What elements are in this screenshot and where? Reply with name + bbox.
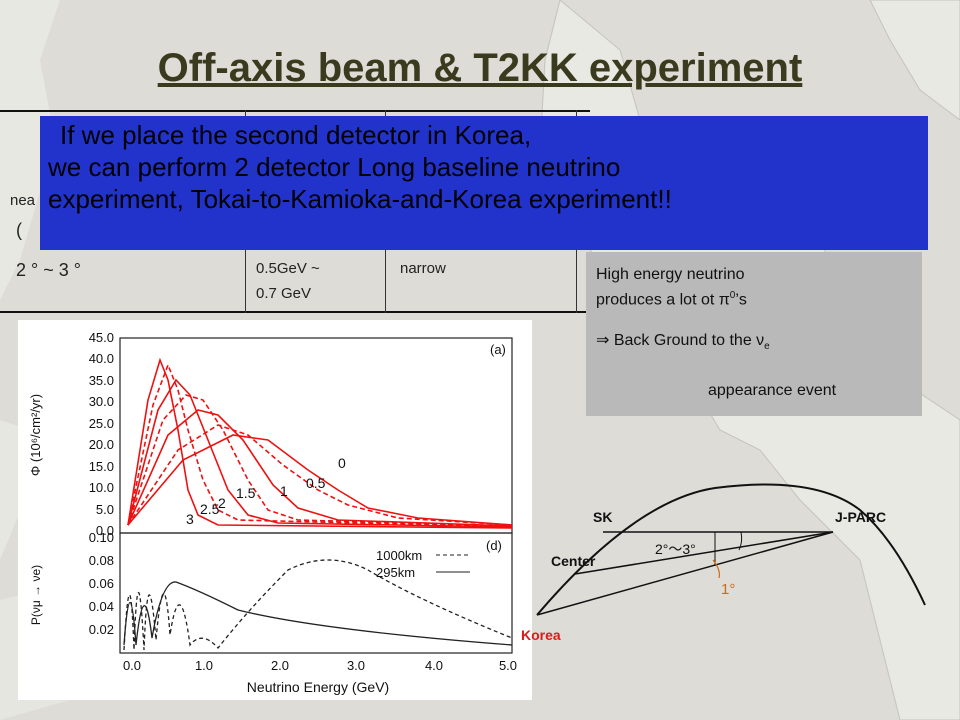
prob-panel-frame <box>119 532 513 654</box>
svg-text:295km: 295km <box>376 565 415 580</box>
label-angle-1: 1° <box>721 581 735 598</box>
earth-curve <box>536 483 926 616</box>
y-tick: 40.0 <box>89 351 114 366</box>
y-tick: 30.0 <box>89 394 114 409</box>
x-tick: 3.0 <box>347 658 365 673</box>
y-tick: 10.0 <box>89 480 114 495</box>
panel-label-d: (d) <box>486 538 502 553</box>
table-cell-angle: 2 ° ~ 3 ° <box>16 260 81 280</box>
note-line-2: produces a lot ot π0’s <box>596 290 747 309</box>
label-center: Center <box>551 553 596 569</box>
svg-text:1.5: 1.5 <box>236 485 256 501</box>
label-angle-2-3: 2°〜3° <box>655 541 696 557</box>
oscillation-curves <box>123 559 513 651</box>
angle-arc <box>738 531 743 551</box>
baseline-geometry-diagram: SK J-PARC Center 2°〜3° 1° Korea <box>515 470 935 660</box>
svg-text:2: 2 <box>218 495 226 511</box>
y-tick: 35.0 <box>89 373 114 388</box>
note-line-1: High energy neutrino <box>596 266 745 283</box>
x-tick: 2.0 <box>271 658 289 673</box>
y-tick: 0.06 <box>89 576 114 591</box>
y-tick: 15.0 <box>89 459 114 474</box>
angle-arc-1deg <box>712 559 720 579</box>
y-tick: 0.02 <box>89 622 114 637</box>
neutrino-flux-figure: 45.0 40.0 35.0 30.0 25.0 20.0 15.0 10.0 … <box>18 320 532 700</box>
table-cell-energy-1: 0.5GeV ~ <box>256 260 320 277</box>
svg-text:0: 0 <box>338 455 346 471</box>
note-line-3: ⇒ Back Ground to the νe <box>596 332 770 353</box>
flux-curves <box>127 357 513 529</box>
y-tick: 0.10 <box>89 530 114 545</box>
y-axis-label-flux: Φ (10⁶/cm²/yr) <box>28 394 43 476</box>
t2kk-callout: If we place the second detector in Korea… <box>40 116 928 250</box>
svg-text:2.5: 2.5 <box>200 501 220 517</box>
line-to-center <box>574 531 834 575</box>
flux-curve-labels: 0 0.5 1 1.5 2 2.5 3 <box>186 455 346 527</box>
x-axis-label: Neutrino Energy (GeV) <box>247 679 389 695</box>
callout-line-3: experiment, Tokai-to-Kamioka-and-Korea e… <box>48 184 672 214</box>
panel-label-a: (a) <box>490 342 506 357</box>
label-sk: SK <box>593 509 612 525</box>
y-tick: 45.0 <box>89 330 114 345</box>
callout-line-1: If we place the second detector in Korea… <box>60 120 532 150</box>
label-jparc: J-PARC <box>835 509 886 525</box>
y-tick: 5.0 <box>96 502 114 517</box>
label-korea: Korea <box>521 627 561 643</box>
note-line-4: appearance event <box>708 382 837 399</box>
svg-text:3: 3 <box>186 511 194 527</box>
svg-text:0.5: 0.5 <box>306 475 326 491</box>
background-note: High energy neutrino produces a lot ot π… <box>586 252 922 416</box>
y-tick: 0.08 <box>89 553 114 568</box>
table-rule-top <box>0 110 590 112</box>
y-tick: 0.04 <box>89 599 114 614</box>
table-cell-energy-2: 0.7 GeV <box>256 285 312 302</box>
y-tick: 25.0 <box>89 416 114 431</box>
prob-legend: 1000km 295km <box>376 548 470 580</box>
x-tick: 0.0 <box>123 658 141 673</box>
table-cell-partial: nea <box>10 192 36 209</box>
callout-line-2: we can perform 2 detector Long baseline … <box>48 152 621 182</box>
x-tick: 4.0 <box>425 658 443 673</box>
table-rule-bottom <box>0 311 590 313</box>
slide-title: Off-axis beam & T2KK experiment <box>157 46 803 90</box>
line-to-korea <box>536 531 834 616</box>
table-cell-width: narrow <box>400 260 446 277</box>
y-tick: 20.0 <box>89 437 114 452</box>
svg-text:1: 1 <box>280 483 288 499</box>
x-tick: 5.0 <box>499 658 517 673</box>
svg-text:1000km: 1000km <box>376 548 422 563</box>
y-axis-label-prob: P(νμ → νe) <box>29 565 43 625</box>
y-tick: 0.0 <box>96 523 114 538</box>
table-cell-paren: ( <box>16 220 22 240</box>
x-tick: 1.0 <box>195 658 213 673</box>
